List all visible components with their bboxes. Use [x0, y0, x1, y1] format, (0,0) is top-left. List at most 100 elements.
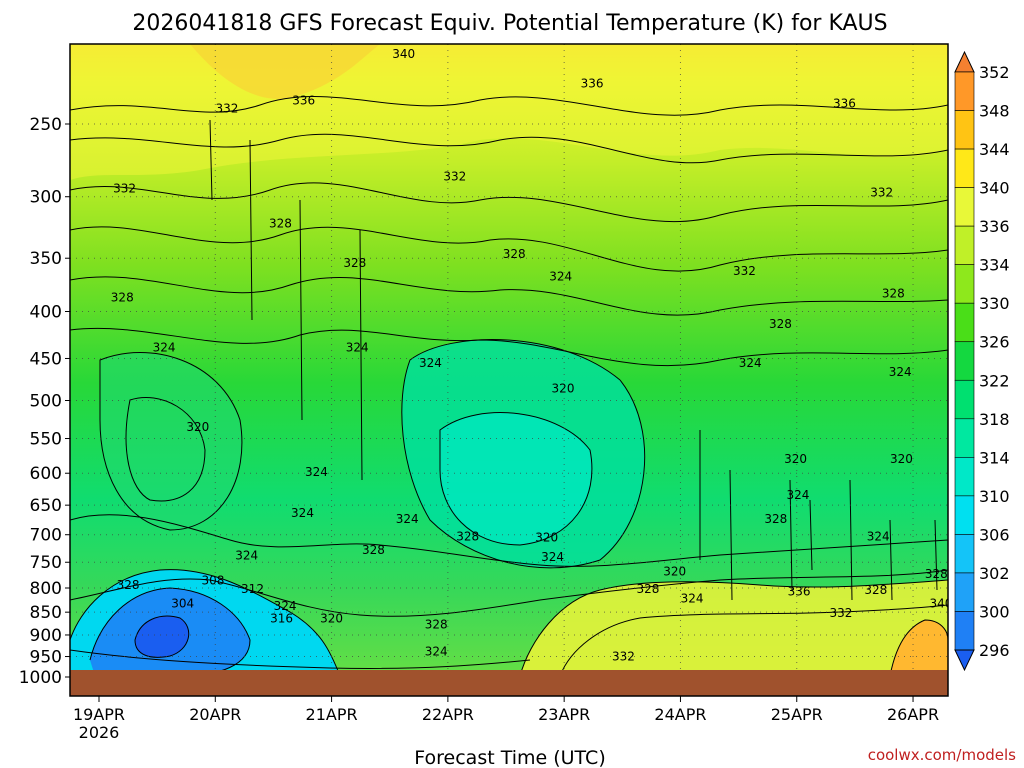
contour-label: 328 [882, 286, 905, 300]
y-tick-label: 500 [30, 392, 62, 412]
colorbar-band [954, 341, 975, 381]
contour-label: 328 [362, 543, 385, 557]
y-tick-label: 300 [30, 188, 62, 208]
contour-label: 340 [929, 596, 952, 610]
contour-label: 324 [419, 356, 442, 370]
contour-label: 328 [269, 216, 292, 230]
y-tick-label: 700 [30, 526, 62, 546]
y-tick-label: 400 [30, 302, 62, 322]
colorbar-bottom-arrow [954, 649, 975, 672]
contour-label: 336 [581, 76, 604, 90]
colorbar-label: 330 [979, 294, 1010, 313]
y-tick-label: 950 [30, 648, 62, 668]
x-axis-label: Forecast Time (UTC) [414, 747, 605, 768]
colorbar-label: 348 [979, 102, 1010, 121]
contour-label: 332 [829, 606, 852, 620]
y-tick-label: 900 [30, 626, 62, 646]
x-tick-label: 25APR [771, 705, 823, 724]
x-tick-label: 19APR [73, 705, 125, 724]
colorbar-band [954, 457, 975, 497]
y-axis: 250 300 350 400 450 500 550 600 650 700 750 800 850 9… [19, 115, 70, 688]
colorbar-band [954, 71, 975, 111]
contour-lines [70, 95, 948, 677]
colorbar-band [954, 611, 975, 651]
x-tick-label: 22APR [422, 705, 474, 724]
x-axis: 19APR 20APR 21APR 22APR 23APR 24APR 25APR 26APR… [73, 696, 939, 742]
contour-label: 304 [171, 596, 194, 610]
contour-label: 324 [867, 529, 890, 543]
contour-label: 320 [663, 564, 686, 578]
contour-label: 308 [202, 573, 225, 587]
x-tick-label: 26APR [887, 705, 939, 724]
contour-label: 336 [292, 93, 315, 107]
colorbar-label: 326 [979, 333, 1010, 352]
contour-label: 320 [982, 584, 1005, 598]
y-tick-label: 650 [30, 496, 62, 516]
colorbar-band [954, 302, 975, 343]
contour-label: 328 [1012, 290, 1024, 304]
contour-label: 324 [235, 549, 258, 563]
contour-label: 324 [541, 550, 564, 564]
x-tick-label: 23APR [538, 705, 590, 724]
colorbar-label: 318 [979, 410, 1010, 429]
y-tick-label: 600 [30, 464, 62, 484]
contour-label: 328 [864, 583, 887, 597]
lower-yellow-region [520, 580, 948, 676]
contour-label: 332 [113, 182, 136, 196]
contour-label: 320 [320, 611, 343, 625]
contour-label: 328 [764, 512, 787, 526]
contour-label: 336 [788, 584, 811, 598]
contour-label: 324 [681, 592, 704, 606]
colorbar-label: 344 [979, 140, 1010, 159]
plot-area: 3403363323363363363323323323323283283283… [70, 44, 1024, 696]
contour-label: 336 [833, 97, 856, 111]
y-tick-label: 850 [30, 603, 62, 623]
contour-label: 332 [1014, 194, 1024, 208]
y-tick-label: 800 [30, 579, 62, 599]
ground [70, 670, 948, 696]
colorbar-band [954, 187, 975, 227]
contour-label: 328 [111, 290, 134, 304]
contour-label: 328 [456, 529, 479, 543]
y-tick-label: 750 [30, 553, 62, 573]
colorbar-band [954, 148, 975, 188]
contour-label: 324 [346, 340, 369, 354]
colorbar-band [954, 534, 975, 574]
colorbar: 296 300 302 306 310 314 318 322 326 330 334 336 340 3… [954, 50, 1010, 672]
cold-pool-center [135, 616, 189, 658]
upper-yellow-region [70, 44, 948, 180]
colorbar-band [954, 418, 975, 458]
colorbar-label: 296 [979, 641, 1010, 660]
contour-label: 332 [215, 102, 238, 116]
colorbar-band [954, 379, 975, 420]
credit-link[interactable]: coolwx.com/models [868, 746, 1016, 764]
colorbar-label: 314 [979, 448, 1010, 467]
x-tick-label: 24APR [654, 705, 706, 724]
contour-label: 316 [270, 611, 293, 625]
contour-label: 332 [443, 169, 466, 183]
contour-label: 324 [291, 506, 314, 520]
contour-label: 324 [274, 599, 297, 613]
colorbar-label: 310 [979, 487, 1010, 506]
chart-title: 2026041818 GFS Forecast Equiv. Potential… [132, 11, 887, 36]
contour-label: 324 [396, 512, 419, 526]
contour-label: 332 [870, 186, 893, 200]
contour-label: 328 [343, 256, 366, 270]
contour-label: 332 [733, 264, 756, 278]
contour-label: 328 [425, 617, 448, 631]
contour-label: 340 [392, 47, 415, 61]
contour-label: 320 [890, 452, 913, 466]
contour-label: 324 [889, 365, 912, 379]
y-tick-label: 550 [30, 430, 62, 450]
contour-label: 324 [153, 340, 176, 354]
contour-label: 328 [503, 247, 526, 261]
contour-label: 320 [784, 452, 807, 466]
colorbar-top-arrow [954, 50, 975, 73]
lower-orange-region [890, 620, 948, 676]
contour-label: 324 [549, 269, 572, 283]
plot-frame [69, 43, 949, 697]
contour-label: 324 [739, 356, 762, 370]
colorbar-label: 340 [979, 179, 1010, 198]
colorbar-band [954, 110, 975, 150]
